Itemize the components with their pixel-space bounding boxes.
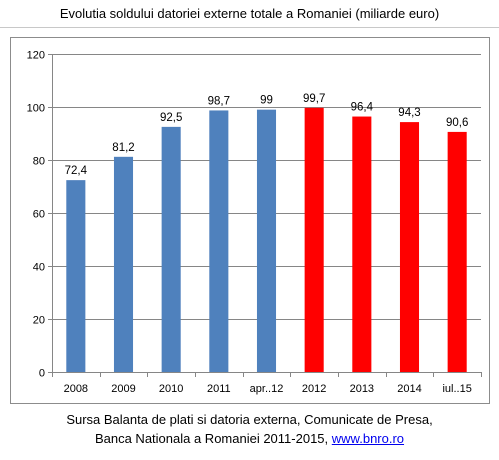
bar-value-label: 92,5 xyxy=(160,112,182,124)
x-tick-label: 2013 xyxy=(350,383,374,395)
y-axis-ticks: 0 20 40 60 80 100 120 xyxy=(27,50,52,380)
x-tick-label: apr..12 xyxy=(250,383,284,395)
value-labels: 72,4 81,2 92,5 98,7 99 99,7 96,4 94,3 90,6 xyxy=(65,93,469,177)
source-line-1: Sursa Balanta de plati si datoria extern… xyxy=(66,412,433,427)
bar-value-label: 90,6 xyxy=(446,117,468,129)
x-axis xyxy=(52,54,482,377)
y-tick-label: 60 xyxy=(33,209,45,221)
bar-value-label: 72,4 xyxy=(65,165,88,177)
x-tick-label: iul..15 xyxy=(442,383,471,395)
y-tick-label: 20 xyxy=(33,315,45,327)
x-tick-label: 2008 xyxy=(64,383,88,395)
y-tick-label: 100 xyxy=(27,103,45,115)
source-line-2-text: Banca Nationala a Romaniei 2011-2015, xyxy=(94,431,329,446)
chart-title: Evolutia soldului datoriei externe total… xyxy=(59,6,440,21)
x-axis-labels: 2008 2009 2010 2011 apr..12 2012 2013 2014 iul..… xyxy=(64,383,472,395)
y-tick-label: 120 xyxy=(27,50,45,62)
x-tick-label: 2012 xyxy=(302,383,326,395)
bar-apr-12 xyxy=(256,109,277,373)
bar-value-label: 96,4 xyxy=(351,102,374,114)
y-tick-label: 80 xyxy=(33,156,45,168)
x-tick-label: 2011 xyxy=(207,383,231,395)
bar-2009 xyxy=(113,156,134,372)
bar-2012 xyxy=(304,107,324,373)
bar-2011 xyxy=(209,110,229,372)
bar-value-label: 81,2 xyxy=(112,142,134,154)
bar-value-label: 99 xyxy=(260,95,273,107)
source-link[interactable]: www.bnro.ro xyxy=(331,431,405,446)
bar-value-label: 99,7 xyxy=(303,93,325,105)
chart-area: 0 20 40 60 80 100 120 72,4 81,2 92,5 98,7 99 99,7 96… xyxy=(10,37,490,404)
y-tick-label: 0 xyxy=(39,368,45,380)
title-divider xyxy=(0,27,499,28)
bar-2008 xyxy=(66,180,86,372)
bar-iul-15 xyxy=(447,131,467,372)
x-tick-label: 2014 xyxy=(397,383,421,395)
bar-chart: 0 20 40 60 80 100 120 72,4 81,2 92,5 98,7 99 99,7 96… xyxy=(27,50,482,395)
bar-value-label: 94,3 xyxy=(398,107,420,119)
bars xyxy=(66,107,467,373)
bar-value-label: 98,7 xyxy=(208,95,230,107)
bar-2010 xyxy=(161,126,181,372)
x-tick-label: 2009 xyxy=(111,383,135,395)
y-tick-label: 40 xyxy=(33,262,45,274)
bar-2014 xyxy=(399,122,420,372)
x-tick-label: 2010 xyxy=(159,383,183,395)
source-line-2: Banca Nationala a Romaniei 2011-2015, ww… xyxy=(0,431,499,446)
bar-2013 xyxy=(352,116,372,372)
